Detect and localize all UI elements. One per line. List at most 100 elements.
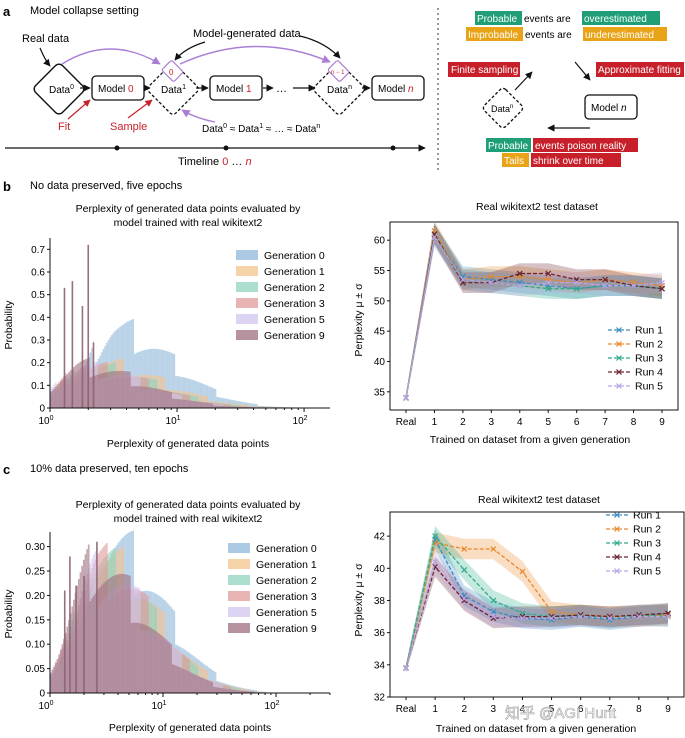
hist-bar: [214, 389, 217, 408]
model1-text: Model 1: [216, 84, 252, 95]
hist-bar: [84, 554, 87, 693]
hist-ytick-label: 0.05: [26, 664, 46, 675]
line-ytick-label: 42: [374, 532, 386, 543]
b-line-ylabel: Perplexity μ ± σ: [353, 283, 365, 357]
hist-bar: [160, 389, 162, 408]
hist-bar: [143, 624, 146, 693]
hist-bar: [168, 351, 171, 408]
hist-bar: [124, 323, 126, 408]
hist-bar: [153, 388, 156, 408]
ellipsis: …: [276, 83, 287, 95]
hist-bar: [249, 403, 251, 408]
hist-bar: [127, 574, 130, 693]
line-xtick-label: 5: [549, 704, 555, 715]
legend-marker: [616, 327, 622, 333]
point-marker: [403, 394, 409, 401]
hist-bar: [134, 386, 136, 408]
hist-bar: [234, 689, 237, 693]
data0-text: Data0: [49, 84, 74, 96]
point-marker: [490, 608, 497, 615]
hist-bar: [241, 690, 243, 693]
hist-bar: [224, 406, 227, 408]
legend-label: Generation 3: [256, 591, 317, 603]
band-run-1: [406, 529, 668, 672]
hist-bar: [250, 691, 253, 693]
line-xtick-label: 2: [460, 417, 466, 428]
hist-bar: [163, 637, 166, 693]
hist-bar: [148, 387, 151, 408]
hist-bar: [242, 690, 245, 693]
hist-bar: [135, 622, 138, 693]
line-xtick-label: 4: [520, 704, 526, 715]
hist-bar: [78, 578, 80, 693]
point-marker: [461, 566, 468, 573]
line-xtick-label: Real: [396, 704, 417, 715]
real-data-label: Real data: [22, 33, 70, 45]
fit-label: Fit: [58, 121, 70, 133]
band-run-2: [406, 532, 668, 672]
point-marker: [630, 282, 637, 289]
hist-ytick-label: 0: [39, 689, 45, 700]
point-marker: [490, 597, 497, 604]
hist-bar: [58, 383, 60, 408]
hist-bar: [157, 632, 159, 693]
hist-ytick-label: 0.4: [31, 313, 45, 324]
hist-bar: [147, 626, 149, 693]
hist-bar: [130, 319, 133, 408]
legend-label: Generation 9: [264, 330, 325, 342]
loop-arrow-up: [514, 71, 533, 91]
hist-bar: [208, 386, 210, 408]
hist-bar: [193, 401, 195, 408]
hist-bar: [99, 373, 102, 408]
hist-bar: [152, 387, 154, 408]
hist-bar: [213, 686, 215, 693]
hl-tails: [502, 153, 529, 167]
b-line-title: Real wikitext2 test dataset: [476, 201, 598, 213]
hist-bar: [219, 687, 222, 693]
hist-spike: [71, 281, 74, 408]
hist-bar: [213, 388, 215, 408]
line3-hl2: events poison reality: [535, 141, 626, 152]
legend-swatch: [236, 330, 258, 340]
c-hist-xlabel: Perplexity of generated data points: [109, 722, 271, 734]
hist-bar: [229, 404, 232, 408]
hist-bar: [84, 359, 87, 408]
hist-bar: [125, 371, 128, 408]
hist-spike: [96, 541, 98, 693]
legend-label: Run 2: [635, 339, 663, 351]
point-marker: [606, 615, 613, 622]
line-ytick-label: 50: [374, 296, 386, 307]
band-run-2: [406, 220, 662, 402]
b-hist-legend: Generation 0 Generation 1 Generation 2 Gene…: [236, 250, 325, 342]
hist-bar: [59, 381, 62, 408]
hist-bar: [145, 386, 148, 408]
hist-ytick-label: 0.6: [31, 268, 45, 279]
hist-bar: [124, 371, 126, 408]
fit-arrow: [67, 99, 91, 120]
hist-bar: [188, 671, 190, 693]
hist-bar: [186, 400, 189, 408]
legend-label: Generation 3: [264, 298, 325, 310]
hist-bar: [222, 406, 225, 408]
hist-bar: [165, 350, 167, 408]
band-run-4: [406, 556, 668, 672]
hist-bar: [224, 404, 227, 408]
hist-bar: [236, 690, 238, 693]
band-run-5: [406, 551, 668, 672]
hist-bar: [73, 599, 75, 693]
hist-bar: [224, 688, 227, 693]
point-marker: [431, 234, 438, 241]
hist-bar: [178, 667, 181, 693]
hist-bar: [145, 625, 148, 693]
hist-bar: [157, 388, 159, 408]
line4-hl2: shrink over time: [533, 156, 604, 167]
line-run-5: [405, 560, 668, 669]
legend-label: Generation 0: [256, 543, 317, 555]
hist-bar: [173, 664, 176, 693]
band-run-1: [406, 223, 662, 402]
loop-model-box: [584, 94, 638, 120]
hist-bar: [254, 691, 256, 693]
hist-bar: [115, 574, 118, 693]
hist-ytick-label: 0.3: [31, 336, 45, 347]
